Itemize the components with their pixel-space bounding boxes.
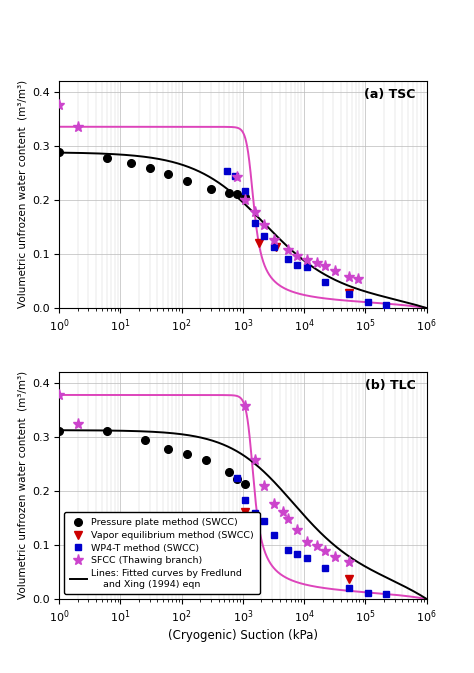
Pressure plate method (SWCC) <box>147 164 153 172</box>
Vapor equilibrium method (SWCC) <box>243 508 248 516</box>
Pressure plate method (SWCC) <box>208 185 214 193</box>
WP4-T method (SWCC) <box>224 166 230 174</box>
WP4-T method (SWCC) <box>243 496 248 504</box>
WP4-T method (SWCC) <box>294 260 300 269</box>
WP4-T method (SWCC) <box>294 550 300 558</box>
WP4-T method (SWCC) <box>383 301 389 309</box>
Text: (b) TLC: (b) TLC <box>365 378 416 392</box>
SFCC (Thawing branch) <box>332 553 338 561</box>
SFCC (Thawing branch) <box>346 273 352 281</box>
WP4-T method (SWCC) <box>261 516 267 524</box>
WP4-T method (SWCC) <box>304 554 310 562</box>
Line: WP4-T method (SWCC): WP4-T method (SWCC) <box>234 475 390 598</box>
Pressure plate method (SWCC) <box>184 450 190 458</box>
WP4-T method (SWCC) <box>322 563 328 571</box>
Pressure plate method (SWCC) <box>243 480 248 488</box>
WP4-T method (SWCC) <box>234 474 240 483</box>
Pressure plate method (SWCC) <box>56 427 62 435</box>
WP4-T method (SWCC) <box>253 509 258 518</box>
Vapor equilibrium method (SWCC) <box>346 289 352 297</box>
SFCC (Thawing branch) <box>56 391 62 399</box>
SFCC (Thawing branch) <box>322 262 328 270</box>
Vapor equilibrium method (SWCC) <box>273 244 279 252</box>
Line: Vapor equilibrium method (SWCC): Vapor equilibrium method (SWCC) <box>241 507 354 583</box>
Line: WP4-T method (SWCC): WP4-T method (SWCC) <box>224 167 390 308</box>
WP4-T method (SWCC) <box>365 297 371 306</box>
Vapor equilibrium method (SWCC) <box>346 575 352 583</box>
SFCC (Thawing branch) <box>294 526 300 534</box>
Pressure plate method (SWCC) <box>104 427 110 435</box>
Y-axis label: Volumetric unfrozen water content  (m³/m³): Volumetric unfrozen water content (m³/m³… <box>18 80 27 308</box>
WP4-T method (SWCC) <box>271 243 277 251</box>
WP4-T method (SWCC) <box>322 278 328 286</box>
Line: Pressure plate method (SWCC): Pressure plate method (SWCC) <box>55 148 249 201</box>
WP4-T method (SWCC) <box>346 583 352 592</box>
Pressure plate method (SWCC) <box>243 192 248 201</box>
SFCC (Thawing branch) <box>253 456 258 464</box>
SFCC (Thawing branch) <box>355 275 361 283</box>
SFCC (Thawing branch) <box>261 221 267 229</box>
Text: (a) TSC: (a) TSC <box>364 87 416 100</box>
SFCC (Thawing branch) <box>314 259 319 267</box>
SFCC (Thawing branch) <box>304 538 310 546</box>
SFCC (Thawing branch) <box>234 172 240 180</box>
WP4-T method (SWCC) <box>346 290 352 298</box>
SFCC (Thawing branch) <box>261 483 267 491</box>
Pressure plate method (SWCC) <box>203 456 209 464</box>
WP4-T method (SWCC) <box>304 263 310 271</box>
SFCC (Thawing branch) <box>75 420 81 428</box>
WP4-T method (SWCC) <box>243 187 248 195</box>
SFCC (Thawing branch) <box>243 402 248 411</box>
WP4-T method (SWCC) <box>232 172 238 180</box>
Pressure plate method (SWCC) <box>56 148 62 156</box>
Pressure plate method (SWCC) <box>142 436 148 444</box>
WP4-T method (SWCC) <box>285 255 291 263</box>
SFCC (Thawing branch) <box>314 542 319 550</box>
Line: SFCC (Thawing branch): SFCC (Thawing branch) <box>54 390 355 568</box>
Line: Pressure plate method (SWCC): Pressure plate method (SWCC) <box>55 427 249 487</box>
SFCC (Thawing branch) <box>322 547 328 555</box>
WP4-T method (SWCC) <box>285 546 291 555</box>
SFCC (Thawing branch) <box>243 196 248 204</box>
SFCC (Thawing branch) <box>332 267 338 275</box>
Pressure plate method (SWCC) <box>234 190 240 199</box>
Pressure plate method (SWCC) <box>128 159 134 167</box>
SFCC (Thawing branch) <box>253 208 258 216</box>
SFCC (Thawing branch) <box>280 508 286 516</box>
Vapor equilibrium method (SWCC) <box>255 239 261 247</box>
Pressure plate method (SWCC) <box>227 189 232 197</box>
Pressure plate method (SWCC) <box>165 444 171 452</box>
WP4-T method (SWCC) <box>271 531 277 539</box>
SFCC (Thawing branch) <box>56 101 62 109</box>
Pressure plate method (SWCC) <box>165 170 171 178</box>
SFCC (Thawing branch) <box>75 122 81 131</box>
SFCC (Thawing branch) <box>271 236 277 244</box>
X-axis label: (Cryogenic) Suction (kPa): (Cryogenic) Suction (kPa) <box>168 629 318 643</box>
WP4-T method (SWCC) <box>253 219 258 227</box>
Line: Vapor equilibrium method (SWCC): Vapor equilibrium method (SWCC) <box>255 239 354 297</box>
SFCC (Thawing branch) <box>346 558 352 566</box>
SFCC (Thawing branch) <box>285 246 291 254</box>
Pressure plate method (SWCC) <box>227 468 232 476</box>
Y-axis label: Volumetric unfrozen water content  (m³/m³): Volumetric unfrozen water content (m³/m³… <box>18 371 27 600</box>
SFCC (Thawing branch) <box>271 499 277 507</box>
SFCC (Thawing branch) <box>285 515 291 523</box>
Pressure plate method (SWCC) <box>234 475 240 483</box>
WP4-T method (SWCC) <box>365 589 371 597</box>
SFCC (Thawing branch) <box>294 252 300 260</box>
WP4-T method (SWCC) <box>261 232 267 240</box>
WP4-T method (SWCC) <box>383 590 389 598</box>
Pressure plate method (SWCC) <box>104 153 110 162</box>
Pressure plate method (SWCC) <box>184 177 190 185</box>
Legend: Pressure plate method (SWCC), Vapor equilibrium method (SWCC), WP4-T method (SWC: Pressure plate method (SWCC), Vapor equi… <box>64 512 260 594</box>
Line: SFCC (Thawing branch): SFCC (Thawing branch) <box>54 100 363 285</box>
SFCC (Thawing branch) <box>304 256 310 264</box>
